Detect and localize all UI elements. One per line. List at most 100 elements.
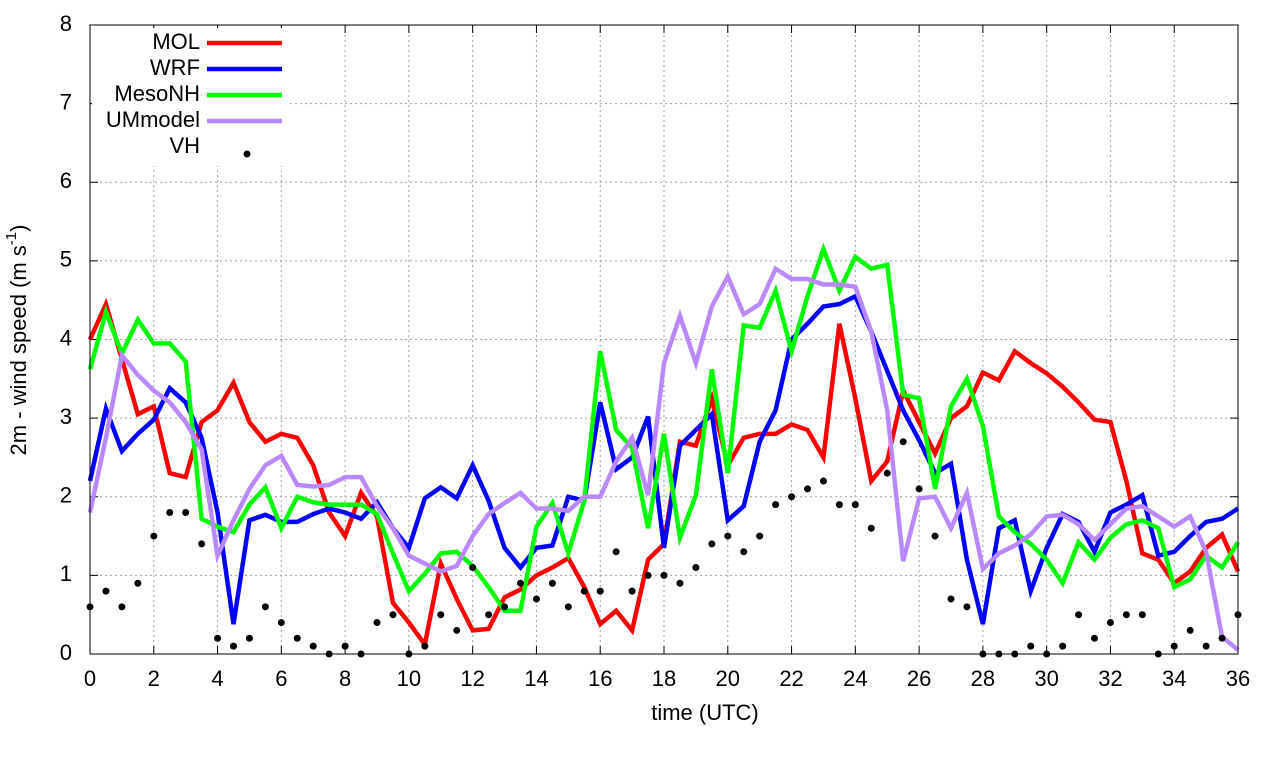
x-tick-label: 28 [971,666,995,691]
x-tick-label: 26 [907,666,931,691]
data-point [851,501,859,509]
data-point [883,469,891,477]
data-point [214,634,222,642]
data-point [692,564,700,572]
data-point [1122,611,1130,619]
x-tick-label: 18 [652,666,676,691]
data-point [198,540,206,548]
data-point [915,485,923,493]
data-point [309,642,317,650]
y-axis-label-end: ) [6,225,31,232]
data-point [437,611,445,619]
x-tick-label: 4 [211,666,223,691]
x-tick-label: 6 [275,666,287,691]
x-tick-label: 2 [148,666,160,691]
x-tick-label: 10 [397,666,421,691]
data-point [1091,634,1098,642]
data-point [788,493,796,501]
y-tick-label: 4 [60,325,72,350]
data-point [230,642,237,650]
data-point [1075,611,1083,619]
data-point [1138,611,1146,619]
data-point [724,532,732,540]
data-point [772,501,780,509]
data-point [564,603,572,611]
data-point [389,611,397,619]
data-point [804,485,811,493]
data-point [453,626,461,634]
series-line [87,242,1240,614]
data-point [740,548,748,556]
legend-label: MesoNH [114,81,200,106]
y-tick-label: 0 [60,640,72,665]
data-point [469,564,477,572]
x-tick-label: 30 [1034,666,1058,691]
data-point [756,532,764,540]
data-point [373,619,381,627]
x-tick-label: 24 [843,666,867,691]
y-tick-label: 2 [60,483,72,508]
data-point [1027,642,1035,650]
y-tick-label: 5 [60,247,72,272]
data-point [1218,634,1226,642]
y-axis-label-sup: -1 [3,232,20,245]
x-tick-label: 12 [460,666,484,691]
data-point [341,642,349,650]
x-tick-label: 14 [524,666,548,691]
data-point [517,579,524,587]
data-point [166,508,174,516]
data-point [293,634,301,642]
data-point [628,587,636,595]
data-point [182,508,190,516]
plot-frame [89,24,1239,655]
y-tick-label: 8 [60,11,72,36]
x-tick-label: 8 [339,666,351,691]
x-tick-label: 16 [588,666,612,691]
data-point [580,587,588,595]
data-point [596,587,604,595]
data-point [947,595,955,603]
legend-label: UMmodel [106,107,200,132]
data-point [134,579,142,587]
series-line [87,293,1240,625]
data-point [963,603,971,611]
legend-label: MOL [152,29,200,54]
x-axis-label: time (UTC) [651,700,759,725]
data-point [660,571,668,579]
data-point [867,524,875,532]
data-point [501,603,509,611]
data-point [644,571,652,579]
y-tick-label: 7 [60,89,72,114]
x-tick-label: 20 [716,666,740,691]
data-point [1059,642,1067,650]
y-tick-label: 3 [60,404,72,429]
legend-label: VH [169,133,200,158]
data-point [261,603,269,611]
x-tick-label: 32 [1098,666,1122,691]
data-point [277,619,285,627]
data-point [102,587,110,595]
data-point [150,532,158,540]
legend-label: WRF [150,55,200,80]
y-axis-label: 2m - wind speed (m s-1) [3,225,31,456]
data-point [676,579,684,587]
x-tick-label: 36 [1226,666,1250,691]
data-point [1202,642,1210,650]
data-point [708,540,716,548]
data-point [118,603,126,611]
data-point [485,611,493,619]
y-tick-label: 6 [60,168,72,193]
y-tick-label: 1 [60,561,72,586]
data-point [548,579,556,587]
data-point [532,595,540,603]
y-axis-label-text: 2m - wind speed (m s [6,245,31,455]
data-point [612,548,620,556]
data-point [899,438,907,446]
data-point [931,532,939,540]
data-point [421,642,429,650]
legend-marker [243,150,251,158]
data-point [819,477,827,485]
data-point [1186,626,1194,634]
